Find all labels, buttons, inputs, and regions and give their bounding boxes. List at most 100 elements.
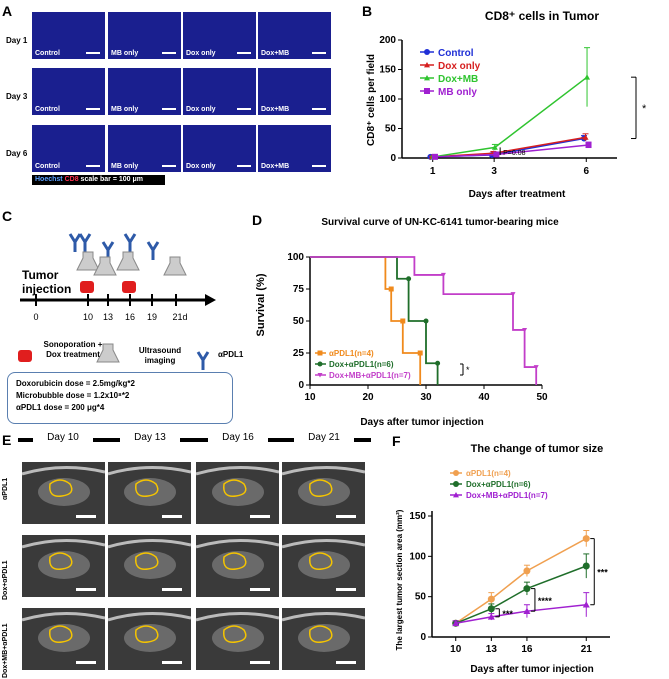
panel-label-e: E: [2, 432, 12, 448]
scale-bar: [250, 588, 270, 591]
series-line: [455, 537, 587, 624]
timeline-tick-label: 0: [33, 312, 38, 322]
data-point: [487, 605, 495, 613]
sig-label: ****: [538, 596, 553, 606]
e-row-label: Dox+αPDL1: [2, 560, 9, 600]
micro-tile: MB only: [108, 125, 181, 172]
tile-caption: Dox only: [186, 50, 216, 57]
ultrasound-legend-icon: [96, 343, 120, 363]
series-line: [455, 565, 587, 624]
legend-scale: scale bar = 100 μm: [80, 176, 144, 183]
x-tick-label: 3: [491, 166, 497, 177]
legend-label: Control: [438, 48, 474, 59]
legend-hoechst: Hoechst: [35, 176, 63, 183]
legend-label: Dox+αPDL1(n=6): [466, 480, 531, 489]
day-header: Day 13: [120, 432, 180, 443]
timeline-tick-label: 13: [103, 312, 113, 322]
chart-f-xlabel: Days after tumor injection: [470, 664, 593, 675]
x-tick-label: 30: [420, 392, 432, 403]
tumor-injection-label: Tumor injection: [22, 268, 72, 296]
x-tick-label: 20: [362, 392, 374, 403]
timeline-tick-label: 16: [125, 312, 135, 322]
timeline-ticks: 0 10 13 16 19 21d: [33, 294, 188, 322]
ultrasound-tile: [108, 608, 191, 670]
scale-bar: [250, 661, 270, 664]
tile-caption: Control: [35, 163, 60, 170]
micro-tile: Dox only: [183, 125, 256, 172]
day-header-rule: [18, 438, 371, 442]
data-point: [582, 535, 590, 543]
data-point: [487, 613, 495, 620]
legend-apdl1-text: αPDL1: [218, 350, 244, 359]
chart-b-xlabel: Days after treatment: [469, 189, 566, 200]
data-point: [435, 360, 441, 366]
data-point: [453, 492, 459, 498]
probe-icon: [116, 251, 140, 271]
ultrasound-tile: [282, 535, 365, 597]
timeline-arrow: [205, 294, 216, 306]
data-point: [417, 350, 423, 356]
timeline-tick-label: 10: [83, 312, 93, 322]
y-tick-label: 200: [379, 35, 396, 46]
chart-f-ylabel: The largest tumor section area (mm²): [395, 509, 404, 650]
y-tick-label: 0: [390, 153, 396, 164]
data-point: [584, 74, 591, 80]
data-point: [582, 134, 589, 140]
legend-ultrasound-text: Ultrasound imaging: [138, 346, 182, 365]
data-point: [317, 361, 323, 367]
y-tick-label: 50: [293, 316, 305, 327]
y-tick-label: 100: [287, 252, 304, 263]
scale-bar: [76, 661, 96, 664]
ultrasound-tile: [282, 608, 365, 670]
chart-b: CD8⁺ cells in Tumor CD8⁺ cells per field…: [366, 9, 647, 200]
data-point: [491, 144, 498, 150]
data-point: [317, 350, 323, 356]
scale-bar: [336, 588, 356, 591]
dose-line: αPDL1 dose = 200 μg*4: [16, 403, 105, 412]
row-label-day6: Day 6: [6, 149, 28, 158]
x-tick-label: 40: [478, 392, 490, 403]
chart-b-ylabel: CD8⁺ cells per field: [366, 54, 377, 146]
micro-tile: Dox+MB: [258, 12, 331, 59]
timeline-tick-label: 19: [147, 312, 157, 322]
chart-d-title: Survival curve of UN-KC-6141 tumor-beari…: [321, 217, 559, 228]
legend-label: αPDL1(n=4): [466, 469, 511, 478]
micro-tile: Control: [32, 68, 105, 115]
dose-box: Doxorubicin dose = 2.5mg/kg*2 Microbubbl…: [7, 372, 233, 424]
y-tick-label: 50: [415, 592, 427, 603]
sig-label: ***: [597, 568, 608, 578]
y-tick-label: 75: [293, 284, 305, 295]
sig-label: P=0.08: [503, 150, 525, 157]
day-header: Day 16: [208, 432, 268, 443]
scale-bar: [312, 108, 326, 110]
panel-a-legend: Hoechst CD8 scale bar = 100 μm: [32, 175, 165, 185]
ultrasound-tile: [196, 608, 279, 670]
data-point: [423, 318, 429, 324]
tile-caption: Control: [35, 106, 60, 113]
y-tick-label: 100: [379, 94, 396, 105]
e-row-label: Dox+MB+αPDL1: [2, 623, 9, 678]
tile-caption: Dox only: [186, 163, 216, 170]
probe-icon: [163, 256, 187, 276]
legend-label: Dox only: [438, 61, 481, 72]
antibody-icon: [123, 233, 137, 252]
data-point: [400, 318, 406, 324]
survival-curve: [310, 256, 422, 385]
scale-bar: [162, 661, 182, 664]
row-label-day3: Day 3: [6, 92, 28, 101]
tile-caption: Dox only: [186, 106, 216, 113]
scale-bar: [162, 515, 182, 518]
antibody-icon: [68, 233, 82, 252]
data-point: [582, 562, 590, 570]
legend-cd8: CD8: [64, 176, 79, 183]
panel-label-d: D: [252, 212, 263, 228]
chart-f-title: The change of tumor size: [471, 443, 604, 455]
scale-bar: [336, 661, 356, 664]
scale-bar: [86, 108, 100, 110]
probe-icon: [76, 251, 100, 271]
day-header: Day 21: [294, 432, 354, 443]
micro-tile: MB only: [108, 68, 181, 115]
scale-bar: [237, 52, 251, 54]
scale-bar: [86, 52, 100, 54]
probe-icon: [93, 256, 117, 276]
